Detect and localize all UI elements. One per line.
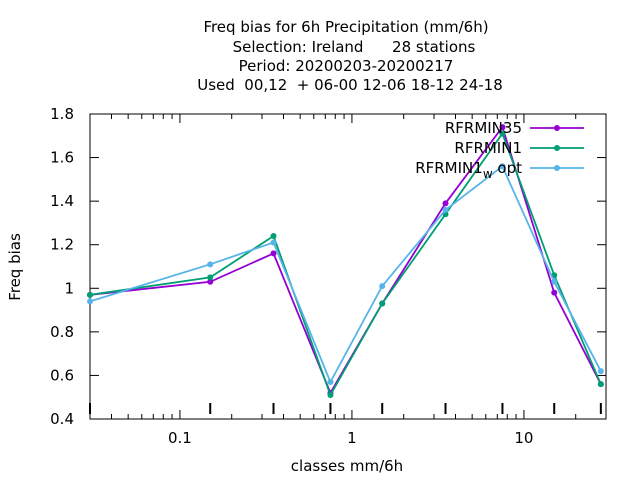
y-axis: 0.4 0.6 0.8 1 1.2 1.4 1.6 1.8 (50, 105, 606, 428)
data-point (442, 200, 449, 207)
data-point (207, 278, 214, 285)
data-point (379, 283, 386, 290)
title-line-4: Used 00,12 + 06-00 12-06 18-12 24-18 (197, 76, 503, 94)
y-tick-label: 1.6 (50, 149, 74, 167)
data-point (499, 163, 506, 170)
x-tick-label: 0.1 (168, 429, 192, 447)
y-tick-label: 1.8 (50, 105, 74, 123)
y-tick-label: 1.2 (50, 236, 74, 254)
data-point (87, 298, 93, 305)
y-tick-label: 0.6 (50, 366, 74, 384)
y-tick-label: 1.4 (50, 192, 74, 210)
data-point (551, 289, 558, 296)
data-point (499, 130, 506, 137)
plot-frame (89, 113, 607, 420)
x-axis-label: classes mm/6h (291, 457, 403, 475)
data-point (597, 381, 604, 388)
legend-label: RFRMIN1w opt (415, 159, 522, 181)
series-2 (87, 130, 604, 399)
series-layer (87, 124, 604, 399)
data-point (327, 392, 334, 399)
data-point (327, 378, 334, 385)
data-point (442, 206, 449, 213)
y-tick-label: 1 (64, 279, 74, 297)
series-3 (87, 163, 604, 385)
legend-label: RFRMIN1 (454, 139, 522, 157)
legend-label: RFRMIN35 (445, 119, 522, 137)
x-tick-label: 10 (514, 429, 533, 447)
data-point (379, 300, 386, 307)
title-line-2: Selection: Ireland 28 stations (233, 38, 476, 56)
x-axis: 0.1 1 10 (89, 114, 607, 447)
title-line-1: Freq bias for 6h Precipitation (mm/6h) (203, 18, 488, 36)
data-point (270, 233, 277, 239)
y-tick-label: 0.8 (50, 323, 74, 341)
data-point (207, 274, 214, 281)
x-tick-label: 1 (347, 429, 357, 447)
y-axis-label: Freq bias (6, 233, 24, 301)
data-point (87, 291, 93, 298)
data-point (270, 239, 277, 246)
legend-swatch-point (554, 125, 560, 131)
legend: RFRMIN35 RFRMIN1 RFRMIN1w opt (415, 119, 584, 181)
data-point (551, 278, 558, 285)
legend-swatch-point (554, 165, 560, 171)
chart-title: Freq bias for 6h Precipitation (mm/6h) S… (197, 18, 503, 94)
data-point (499, 124, 506, 131)
data-point (597, 368, 604, 375)
title-line-3: Period: 20200203-20200217 (239, 57, 454, 75)
data-point (207, 261, 214, 268)
legend-swatch-point (554, 145, 560, 151)
y-tick-label: 0.4 (50, 410, 74, 428)
data-point (270, 250, 277, 257)
